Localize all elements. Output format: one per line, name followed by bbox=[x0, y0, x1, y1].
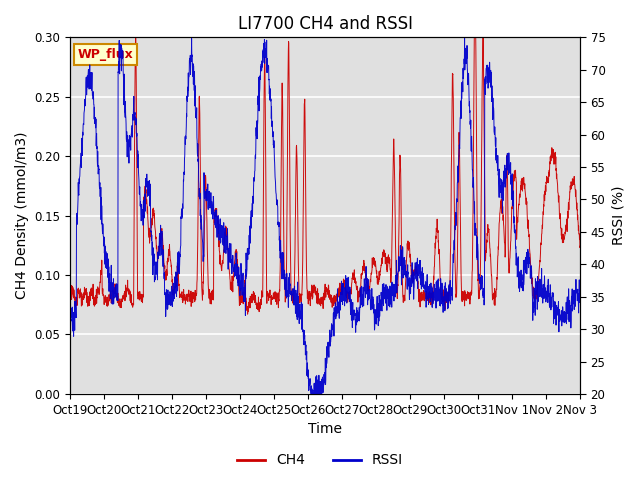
Legend: CH4, RSSI: CH4, RSSI bbox=[232, 448, 408, 473]
Text: WP_flux: WP_flux bbox=[78, 48, 134, 61]
X-axis label: Time: Time bbox=[308, 422, 342, 436]
Title: LI7700 CH4 and RSSI: LI7700 CH4 and RSSI bbox=[237, 15, 413, 33]
Y-axis label: CH4 Density (mmol/m3): CH4 Density (mmol/m3) bbox=[15, 132, 29, 300]
Y-axis label: RSSI (%): RSSI (%) bbox=[611, 186, 625, 245]
